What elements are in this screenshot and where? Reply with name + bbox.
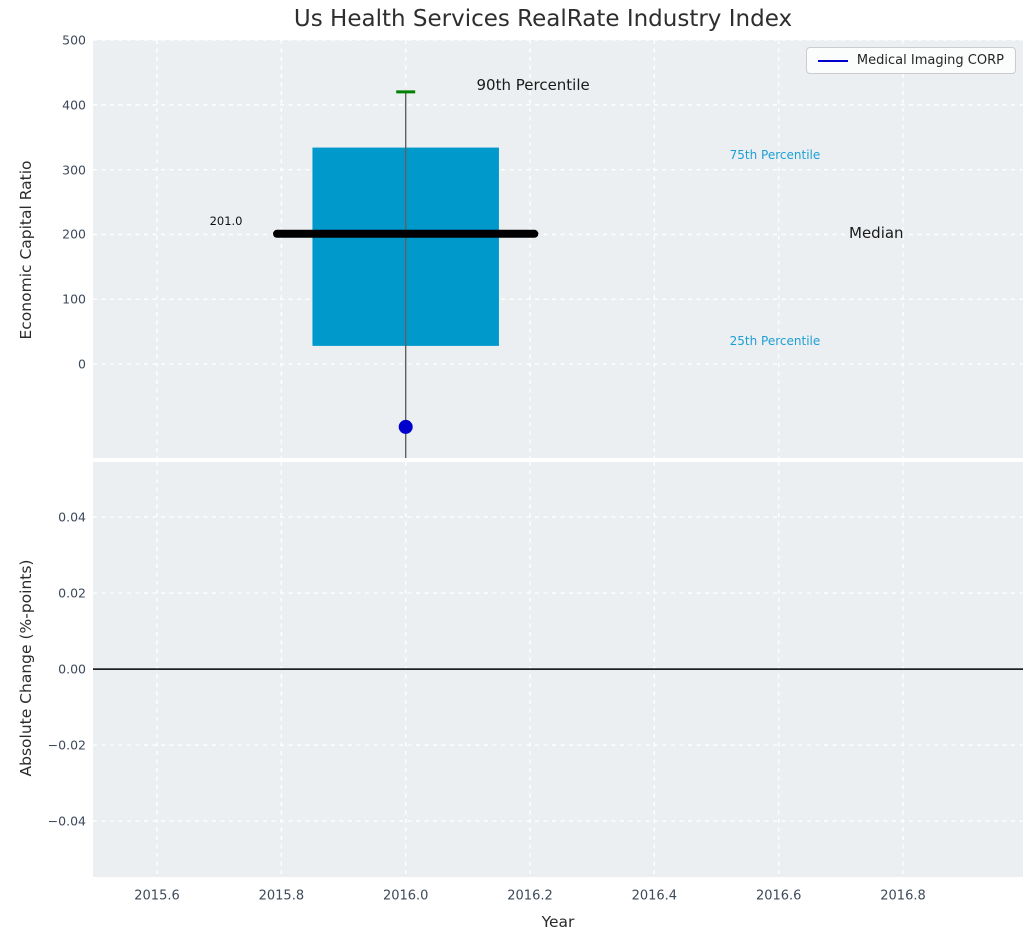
ytick-label-bottom: 0.04 <box>58 509 86 525</box>
annotation-201-0: 201.0 <box>209 213 243 228</box>
annotation-90th-percentile: 90th Percentile <box>476 76 590 95</box>
annotation-75th-percentile: 75th Percentile <box>729 147 821 162</box>
ytick-label-top: 400 <box>62 97 86 113</box>
annotation-25th-percentile: 25th Percentile <box>729 334 821 349</box>
chart-title: Us Health Services RealRate Industry Ind… <box>293 6 793 32</box>
ytick-label-top: 100 <box>62 291 86 307</box>
xtick-label: 2015.8 <box>258 888 305 904</box>
annotation-median: Median <box>849 224 904 243</box>
xtick-label: 2016.2 <box>507 888 553 904</box>
xtick-label: 2016.4 <box>631 888 678 904</box>
xtick-label: 2015.6 <box>134 888 180 904</box>
x-axis-label: Year <box>541 913 575 931</box>
ytick-label-top: 500 <box>62 32 86 48</box>
legend: Medical Imaging CORP <box>805 47 1016 74</box>
xtick-label: 2016.6 <box>755 888 802 904</box>
legend-label: Medical Imaging CORP <box>856 53 1004 68</box>
ytick-label-bottom: −0.02 <box>47 737 86 753</box>
y-axis-label-top: Economic Capital Ratio <box>17 160 35 340</box>
bottom-subplot-background <box>93 462 1023 877</box>
ytick-label-top: 300 <box>62 162 86 178</box>
ytick-label-bottom: −0.04 <box>47 813 86 829</box>
ytick-label-top: 200 <box>62 226 86 242</box>
xtick-label: 2016.8 <box>880 888 926 904</box>
top-subplot-background <box>93 40 1023 458</box>
legend-line-icon <box>817 59 848 62</box>
ytick-label-bottom: 0.02 <box>58 585 86 601</box>
ytick-label-bottom: 0.00 <box>58 661 86 677</box>
xtick-label: 2016.0 <box>382 888 429 904</box>
ytick-label-top: 0 <box>78 356 86 372</box>
